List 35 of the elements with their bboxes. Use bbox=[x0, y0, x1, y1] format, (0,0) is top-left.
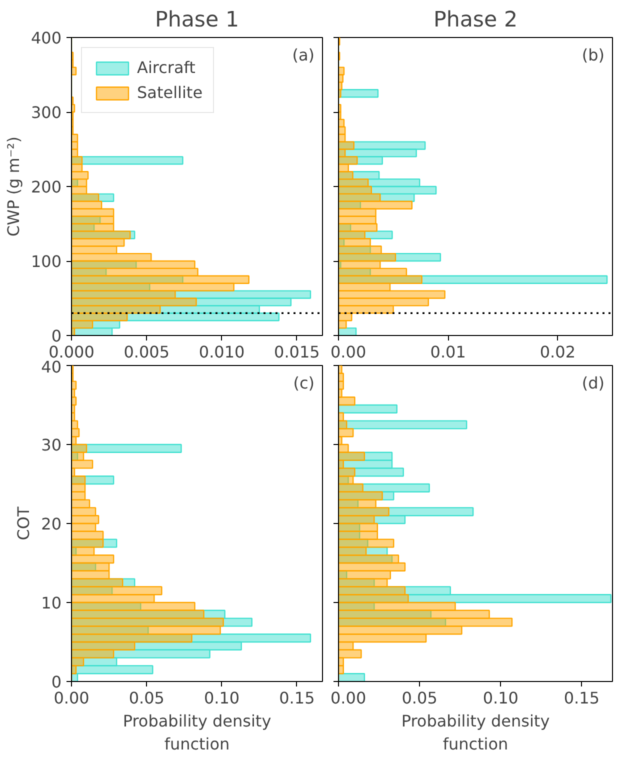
x-tick-label: 0.005 bbox=[124, 342, 170, 362]
chart-title: Phase 2 bbox=[433, 8, 518, 32]
x-tick-label: 0.15 bbox=[564, 688, 600, 708]
legend-label: Satellite bbox=[137, 83, 203, 102]
x-axis-title: Probability density function bbox=[401, 712, 550, 754]
y-tick-label: 300 bbox=[30, 103, 62, 122]
y-tick-label: 10 bbox=[41, 594, 62, 612]
y-axis-title: CWP (g m⁻²) bbox=[4, 136, 23, 236]
x-tick-label: 0.15 bbox=[279, 688, 315, 708]
chart-title: Phase 1 bbox=[154, 8, 240, 32]
x-tick-label: 0.05 bbox=[402, 688, 438, 708]
x-tick-label: 0.05 bbox=[128, 688, 164, 708]
y-tick-label: 0 bbox=[51, 326, 62, 346]
y-axis-title: COT bbox=[14, 506, 34, 540]
y-tick-label: 100 bbox=[30, 252, 62, 271]
y-tick-label: 200 bbox=[30, 178, 62, 196]
x-tick-label: 0.10 bbox=[204, 688, 240, 708]
x-tick-label: 0.015 bbox=[274, 342, 320, 362]
y-tick-label: 0 bbox=[51, 672, 62, 692]
x-tick-label: 0.02 bbox=[540, 342, 576, 362]
x-tick-label: 0.10 bbox=[482, 688, 518, 708]
legend-label: Aircraft bbox=[137, 58, 196, 77]
x-tick-label: 0.00 bbox=[330, 342, 366, 362]
annotation: (c) bbox=[293, 374, 314, 392]
x-tick-label: 0.00 bbox=[54, 688, 90, 708]
annotation: (b) bbox=[582, 46, 604, 64]
y-tick-label: 30 bbox=[41, 436, 62, 454]
x-tick-label: 0.01 bbox=[430, 342, 466, 362]
x-tick-label: 0.010 bbox=[198, 342, 245, 362]
y-tick-label: 400 bbox=[30, 28, 62, 48]
annotation: (d) bbox=[582, 374, 604, 392]
x-axis-title: Probability density function bbox=[122, 712, 272, 754]
x-tick-label: 0.00 bbox=[330, 688, 366, 708]
annotation: (a) bbox=[292, 46, 315, 64]
y-tick-label: 20 bbox=[41, 514, 62, 534]
